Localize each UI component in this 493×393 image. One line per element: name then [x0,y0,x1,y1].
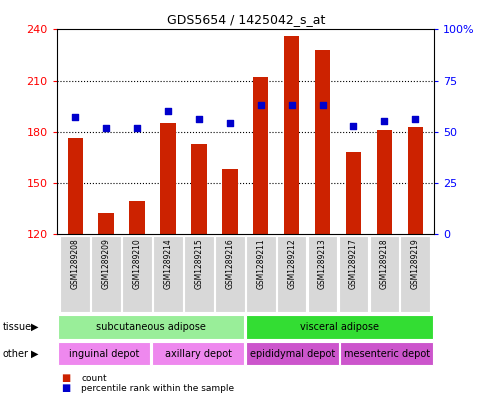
Text: mesenteric depot: mesenteric depot [344,349,430,358]
Text: count: count [81,374,107,382]
Bar [339,236,368,312]
Text: ■: ■ [62,383,71,393]
Point [381,118,388,125]
Text: GSM1289216: GSM1289216 [225,238,234,289]
Point [257,102,265,108]
Text: inguinal depot: inguinal depot [69,349,139,358]
Text: percentile rank within the sample: percentile rank within the sample [81,384,235,393]
Text: GSM1289209: GSM1289209 [102,238,110,289]
Text: GSM1289208: GSM1289208 [70,238,80,289]
Bar [153,236,183,312]
Point [350,122,357,129]
Bar [308,236,337,312]
Text: GDS5654 / 1425042_s_at: GDS5654 / 1425042_s_at [167,13,326,26]
Bar [315,50,330,234]
Text: ▶: ▶ [31,349,38,358]
Bar [122,236,152,312]
Bar [346,152,361,234]
Bar [253,77,269,234]
Text: ▶: ▶ [31,322,38,332]
Bar [341,342,433,365]
Text: subcutaneous adipose: subcutaneous adipose [96,322,206,332]
Bar [152,342,245,365]
Text: GSM1289211: GSM1289211 [256,238,265,289]
Point [164,108,172,114]
Point [195,116,203,123]
Bar [284,36,299,234]
Text: GSM1289212: GSM1289212 [287,238,296,289]
Bar [222,169,238,234]
Bar [61,236,90,312]
Bar [408,127,423,234]
Bar [68,138,83,234]
Point [288,102,296,108]
Bar [58,342,150,365]
Bar [370,236,399,312]
Bar [129,202,145,234]
Bar [377,130,392,234]
Bar [246,342,339,365]
Point [102,125,110,131]
Bar [400,236,430,312]
Bar [160,123,176,234]
Text: GSM1289215: GSM1289215 [194,238,204,289]
Text: GSM1289213: GSM1289213 [318,238,327,289]
Point [71,114,79,121]
Bar [191,143,207,234]
Bar [246,236,276,312]
Text: axillary depot: axillary depot [165,349,232,358]
Text: GSM1289217: GSM1289217 [349,238,358,289]
Text: other: other [2,349,29,358]
Point [226,120,234,127]
Bar [91,236,121,312]
Text: visceral adipose: visceral adipose [300,322,379,332]
Bar [58,316,245,339]
Bar [277,236,307,312]
Point [318,102,326,108]
Text: tissue: tissue [2,322,32,332]
Bar [99,213,114,234]
Bar [184,236,214,312]
Point [133,125,141,131]
Point [411,116,419,123]
Text: GSM1289218: GSM1289218 [380,238,389,289]
Bar [246,316,433,339]
Text: GSM1289214: GSM1289214 [164,238,173,289]
Text: GSM1289210: GSM1289210 [133,238,141,289]
Text: epididymal depot: epididymal depot [250,349,335,358]
Text: GSM1289219: GSM1289219 [411,238,420,289]
Text: ■: ■ [62,373,71,383]
Bar [215,236,245,312]
